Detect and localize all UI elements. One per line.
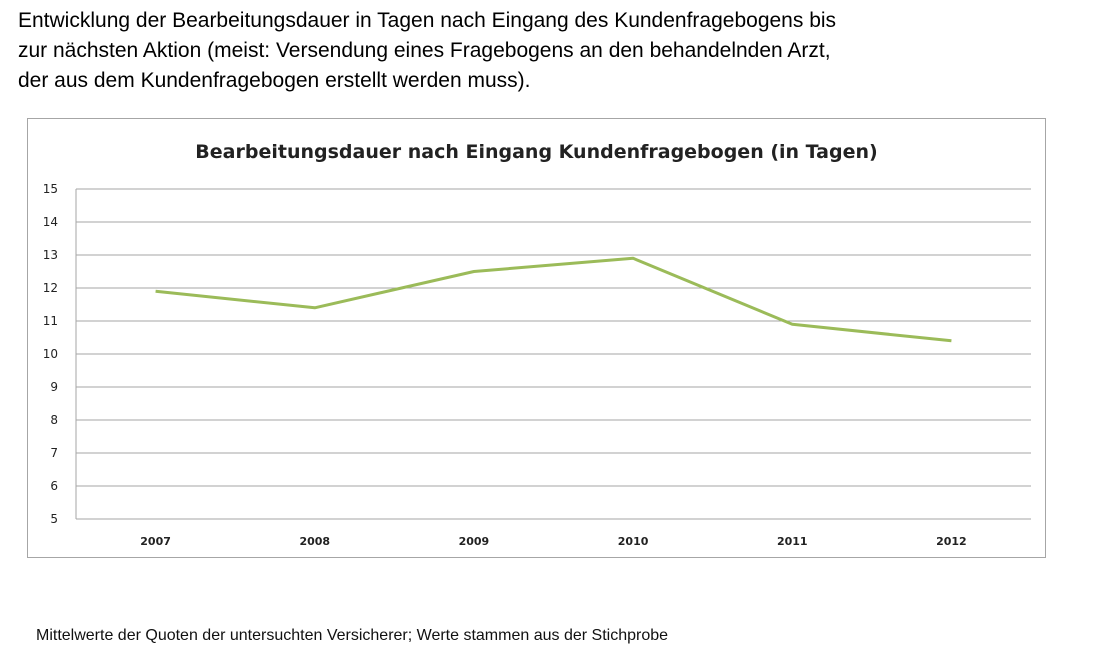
y-tick-label: 10 (43, 347, 58, 361)
x-tick-label: 2012 (936, 535, 967, 548)
page-heading-line-2: zur nächsten Aktion (meist: Versendung e… (18, 39, 831, 62)
page-heading-line-1: Entwicklung der Bearbeitungsdauer in Tag… (18, 9, 837, 32)
y-tick-label: 11 (43, 314, 58, 328)
series-line (155, 256, 952, 343)
x-tick-label: 2009 (459, 535, 490, 548)
x-tick-label: 2007 (140, 535, 171, 548)
page-heading-line-3: der aus dem Kundenfragebogen erstellt we… (18, 69, 531, 92)
y-tick-label: 15 (43, 182, 58, 196)
x-tick-label: 2010 (618, 535, 649, 548)
footnote: Mittelwerte der Quoten der untersuchten … (36, 627, 669, 644)
page-heading: Entwicklung der Bearbeitungsdauer in Tag… (18, 6, 1093, 96)
y-tick-label: 7 (50, 446, 58, 460)
line-chart: 5 6 7 8 9 10 11 12 13 14 15 2007 2008 2009 2010 2011 201… (43, 182, 1031, 548)
y-tick-label: 8 (50, 413, 58, 427)
y-tick-label: 12 (43, 281, 58, 295)
x-tick-label: 2011 (777, 535, 808, 548)
y-tick-label: 6 (50, 479, 58, 493)
y-tick-label: 9 (50, 380, 58, 394)
y-tick-label: 14 (43, 215, 58, 229)
x-tick-label: 2008 (299, 535, 330, 548)
chart-frame: Bearbeitungsdauer nach Eingang Kundenfra… (27, 118, 1046, 558)
y-tick-label: 13 (43, 248, 58, 262)
y-tick-label: 5 (50, 512, 58, 526)
chart-title: Bearbeitungsdauer nach Eingang Kundenfra… (195, 141, 878, 163)
